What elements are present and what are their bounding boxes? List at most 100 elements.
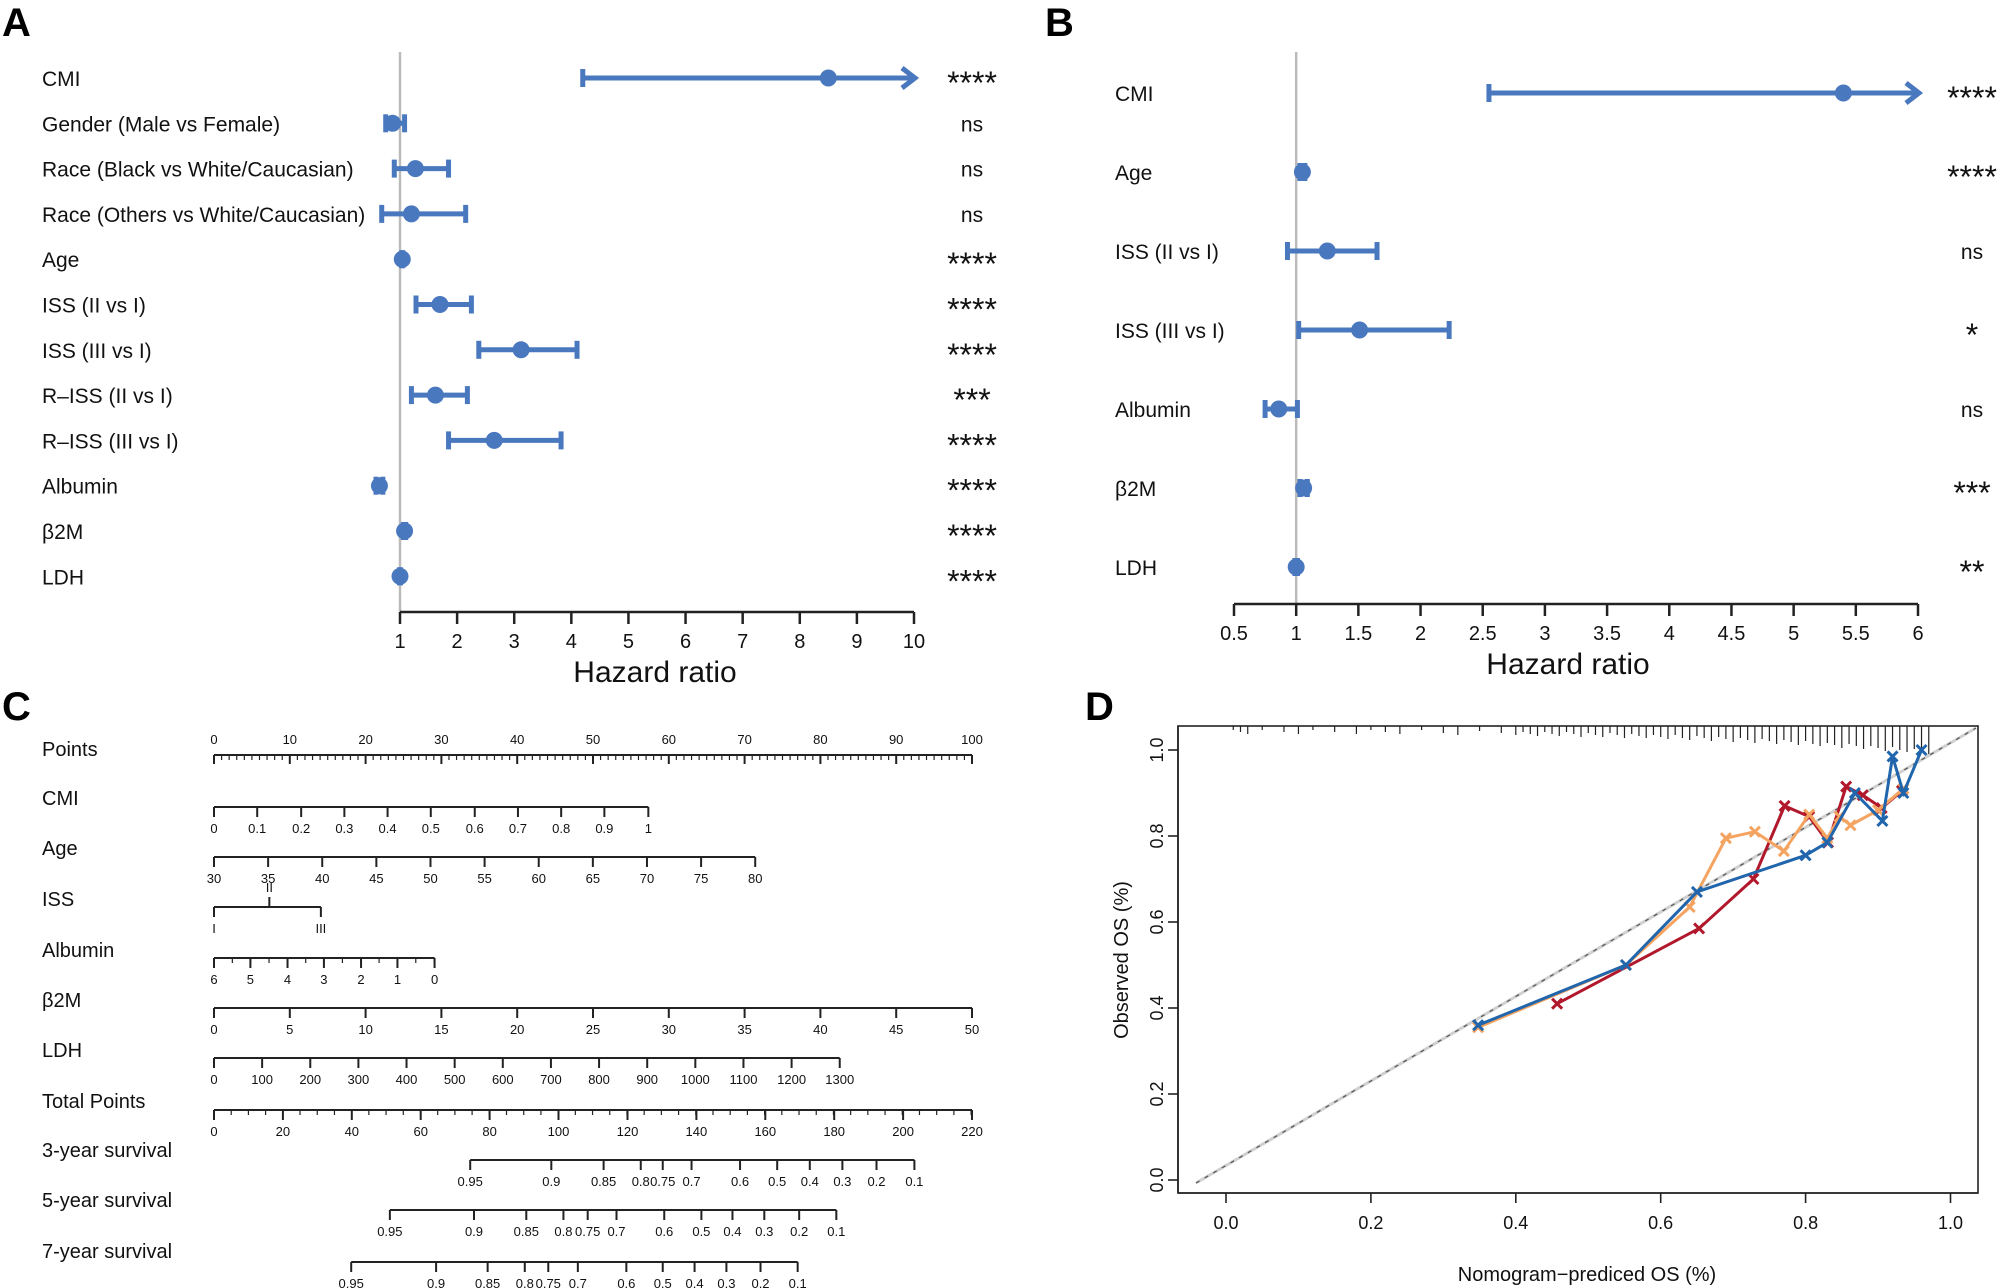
c-tick-label: 1 bbox=[394, 972, 401, 987]
c-tick-label: 1100 bbox=[729, 1072, 757, 1087]
a-hr-point bbox=[370, 477, 388, 495]
c-tick-label: 0 bbox=[210, 1022, 217, 1037]
a-hr-point bbox=[512, 341, 530, 359]
d-series-point-blue bbox=[1915, 743, 1928, 757]
a-significance: ns bbox=[961, 159, 983, 182]
c-tick-label: 45 bbox=[889, 1022, 903, 1037]
a-significance: **** bbox=[947, 65, 997, 101]
c-tick-label: 0 bbox=[210, 1072, 217, 1087]
c-row-label: CMI bbox=[42, 788, 79, 810]
d-series-point-blue bbox=[1799, 849, 1812, 862]
c-tick-label: 0.1 bbox=[789, 1276, 807, 1288]
c-tick-label: 0.75 bbox=[575, 1224, 600, 1239]
b-hr-point bbox=[1351, 321, 1369, 339]
a-hr-point bbox=[485, 431, 503, 449]
b-x-tick-label: 4 bbox=[1664, 623, 1675, 645]
c-tick-label: 0.5 bbox=[422, 821, 440, 836]
c-tick-label: 10 bbox=[358, 1022, 372, 1037]
c-tick-label: 3 bbox=[320, 972, 327, 987]
c-tick-label: 180 bbox=[823, 1124, 845, 1139]
panel-a-forest-plot: 1 2 3 4 5 6 7 8 9 10 Hazard ratio CMI **** Gender (Ma… bbox=[42, 52, 997, 689]
b-significance: **** bbox=[1947, 80, 1997, 116]
b-x-tick-label: 4.5 bbox=[1718, 623, 1746, 645]
c-tick-label: 35 bbox=[737, 1022, 751, 1037]
c-tick-label: 70 bbox=[737, 732, 751, 747]
b-significance: *** bbox=[1953, 475, 1990, 511]
b-hr-point bbox=[1295, 479, 1313, 497]
c-tick-label: 10 bbox=[283, 732, 297, 747]
d-x-tick-label: 0.2 bbox=[1358, 1213, 1383, 1233]
b-x-tick-label: 3 bbox=[1539, 623, 1550, 645]
a-significance: **** bbox=[947, 473, 997, 509]
c-tick-label: 700 bbox=[540, 1072, 562, 1087]
c-tick-label: 0.6 bbox=[617, 1276, 635, 1288]
a-row-label: R–ISS (II vs I) bbox=[42, 385, 173, 408]
c-tick-label: 100 bbox=[961, 732, 983, 747]
b-ci-arrow bbox=[1904, 81, 1924, 105]
c-tick-label: 0.85 bbox=[591, 1174, 616, 1189]
c-tick-label: 55 bbox=[477, 871, 491, 886]
d-y-tick-label: 0.8 bbox=[1147, 823, 1167, 848]
b-x-tick-label: 0.5 bbox=[1220, 623, 1248, 645]
b-hr-point bbox=[1318, 242, 1336, 260]
a-significance: ns bbox=[961, 113, 983, 136]
b-row-label: ISS (III vs I) bbox=[1115, 320, 1225, 343]
d-series-point-orange bbox=[1748, 825, 1761, 838]
d-x-tick-label: 0.0 bbox=[1213, 1213, 1238, 1233]
d-y-tick-label: 0.0 bbox=[1147, 1167, 1167, 1192]
c-tick-label: 50 bbox=[423, 871, 437, 886]
c-tick-label: 2 bbox=[357, 972, 364, 987]
b-significance: ** bbox=[1960, 554, 1985, 590]
b-row-label: ISS (II vs I) bbox=[1115, 241, 1219, 264]
d-series-point-blue bbox=[1472, 1019, 1485, 1032]
c-tick-label: 0.2 bbox=[867, 1174, 885, 1189]
b-x-tick-label: 3.5 bbox=[1593, 623, 1621, 645]
d-series-point-red bbox=[1778, 799, 1791, 812]
a-row-label: LDH bbox=[42, 566, 84, 589]
c-tick-label: 160 bbox=[754, 1124, 776, 1139]
panel-label-c: C bbox=[2, 685, 31, 729]
a-row-label: ISS (II vs I) bbox=[42, 295, 146, 318]
c-tick-label: 25 bbox=[586, 1022, 600, 1037]
a-x-tick-label: 2 bbox=[452, 631, 463, 653]
d-series-point-orange bbox=[1719, 832, 1732, 845]
c-tick-label: 0.9 bbox=[427, 1276, 445, 1288]
d-series-line-blue bbox=[1477, 749, 1923, 1027]
c-tick-label: 0 bbox=[210, 821, 217, 836]
a-row-label: CMI bbox=[42, 68, 81, 91]
d-y-tick-label: 0.4 bbox=[1147, 995, 1167, 1020]
c-row-label: Age bbox=[42, 838, 78, 860]
c-row-label: Points bbox=[42, 739, 98, 761]
c-tick-label: 50 bbox=[965, 1022, 979, 1037]
a-significance: **** bbox=[947, 563, 997, 599]
a-x-tick-label: 10 bbox=[903, 631, 925, 653]
c-tick-label: 65 bbox=[586, 871, 600, 886]
c-tick-label: 35 bbox=[261, 871, 275, 886]
c-tick-label: 30 bbox=[662, 1022, 676, 1037]
d-series-point-red bbox=[1551, 997, 1564, 1010]
c-tick-label: 0.3 bbox=[335, 821, 353, 836]
b-row-label: Age bbox=[1115, 162, 1152, 185]
d-series-point-orange bbox=[1803, 808, 1816, 821]
a-row-label: Race (Black vs White/Caucasian) bbox=[42, 159, 354, 182]
b-x-tick-label: 1 bbox=[1291, 623, 1302, 645]
c-row-label: 5-year survival bbox=[42, 1190, 172, 1212]
c-tick-label: 0.4 bbox=[723, 1224, 741, 1239]
c-tick-label: 0 bbox=[431, 972, 438, 987]
d-series-point-blue bbox=[1897, 786, 1910, 800]
b-row-label: Albumin bbox=[1115, 399, 1191, 422]
b-x-tick-label: 5.5 bbox=[1842, 623, 1870, 645]
c-tick-label: 0.3 bbox=[833, 1174, 851, 1189]
c-tick-label: 600 bbox=[492, 1072, 514, 1087]
a-row-label: β2M bbox=[42, 521, 83, 544]
c-tick-label: 4 bbox=[284, 972, 291, 987]
panel-b-forest-plot: 0.5 1 1.5 2 2.5 3 3.5 4 4.5 5 5.5 6 Hazard ratio CMI *… bbox=[1115, 52, 1997, 681]
c-tick-label: 0.85 bbox=[514, 1224, 539, 1239]
a-row-label: ISS (III vs I) bbox=[42, 340, 152, 363]
panel-label-b: B bbox=[1045, 1, 1074, 45]
d-series-point-blue bbox=[1821, 836, 1834, 849]
d-y-tick-label: 1.0 bbox=[1147, 737, 1167, 762]
c-tick-label: 80 bbox=[813, 732, 827, 747]
d-series-point-blue bbox=[1690, 885, 1703, 898]
b-row-label: β2M bbox=[1115, 478, 1156, 501]
